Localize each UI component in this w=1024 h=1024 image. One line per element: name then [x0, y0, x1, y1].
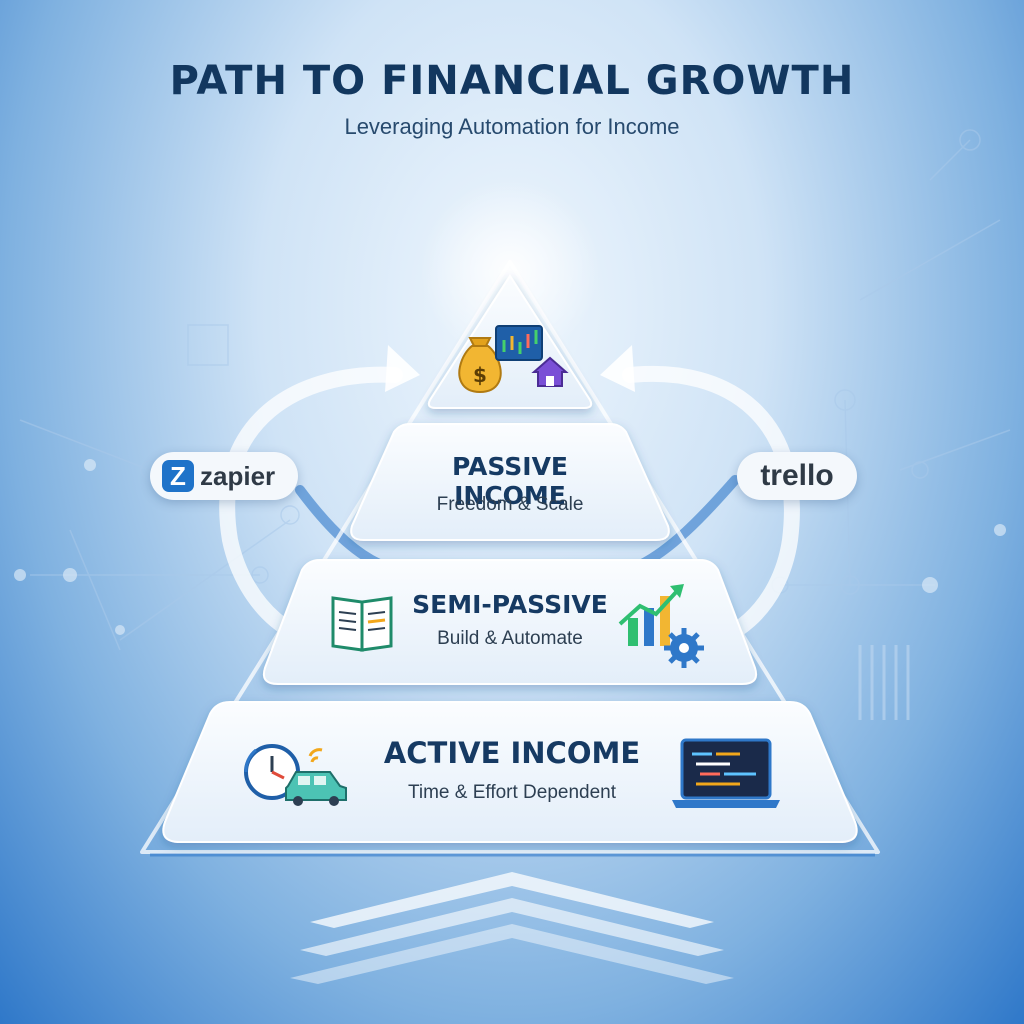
- background-bars: [858, 645, 910, 720]
- trello-badge: trello: [737, 452, 857, 500]
- page-title: PATH TO FINANCIAL GROWTH: [169, 58, 855, 104]
- clock-car-icon: [244, 744, 347, 806]
- house-icon: [531, 356, 569, 387]
- open-book-icon: [331, 596, 393, 652]
- zapier-badge: Z zapier: [150, 452, 298, 500]
- growth-chart-gear-icon: [618, 584, 704, 668]
- zapier-logo-icon: Z: [162, 460, 194, 492]
- tier-passive-title: PASSIVE INCOME: [452, 452, 568, 510]
- tier-passive: [350, 423, 670, 541]
- page-subtitle: Leveraging Automation for Income: [344, 114, 680, 139]
- tier-semi-passive-title: SEMI-PASSIVE: [412, 590, 608, 619]
- background-network: [19, 129, 1011, 651]
- pyramid-outline: [140, 260, 880, 854]
- zapier-label: zapier: [200, 460, 276, 491]
- laptop-code-icon: [672, 738, 780, 808]
- tier-semi-passive-subtitle: Build & Automate: [437, 628, 583, 649]
- tier-active-subtitle: Time & Effort Dependent: [407, 782, 617, 803]
- apex-glow: [420, 180, 600, 360]
- upward-chevrons: [290, 872, 734, 984]
- tier-passive-subtitle: Freedom & Scale: [436, 494, 584, 515]
- money-bag-icon: $: [458, 337, 502, 394]
- tier-active-title: ACTIVE INCOME: [383, 736, 641, 770]
- trello-label: trello: [760, 459, 834, 492]
- svg-text:$: $: [473, 363, 487, 387]
- stock-chart-icon: [495, 325, 543, 361]
- arrow-head-right-icon: [600, 345, 635, 392]
- arrow-head-left-icon: [385, 345, 420, 392]
- tier-semi-passive: [262, 559, 758, 685]
- background-dots: [14, 459, 1006, 635]
